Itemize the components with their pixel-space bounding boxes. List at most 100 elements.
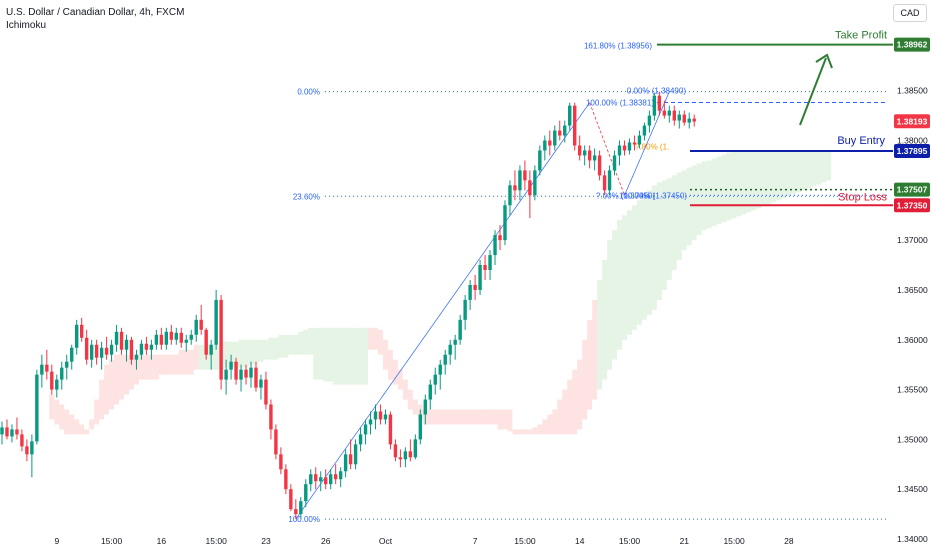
- candle-body: [473, 284, 477, 290]
- y-tick-label: 1.34500: [897, 484, 928, 494]
- current-price-tag-bg: [894, 114, 930, 129]
- cloud-segment: [487, 409, 493, 425]
- fib-label: 0.00% (1.38490): [627, 87, 686, 96]
- cloud-segment: [641, 195, 647, 320]
- cloud-segment: [582, 339, 588, 420]
- cloud-segment: [587, 319, 593, 410]
- candle-body: [607, 170, 612, 191]
- cloud-segment: [646, 190, 652, 315]
- cloud-segment: [656, 182, 662, 300]
- candle-body: [498, 235, 502, 241]
- cloud-segment: [691, 165, 697, 241]
- y-tick-label: 1.35500: [897, 385, 928, 395]
- cloud-segment: [313, 327, 319, 380]
- cloud-segment: [781, 150, 787, 199]
- x-tick-label: 16: [157, 536, 167, 546]
- cloud-segment: [233, 341, 239, 368]
- candle-body: [692, 118, 696, 122]
- candle-body: [274, 429, 278, 455]
- cloud-segment: [263, 339, 269, 360]
- candle-body: [75, 324, 79, 348]
- cloud-segment: [746, 150, 752, 213]
- cloud-segment: [497, 409, 503, 430]
- candle-body: [239, 369, 243, 380]
- candle-body: [328, 474, 333, 485]
- cloud-segment: [547, 414, 553, 435]
- cloud-segment: [343, 327, 349, 385]
- candle-body: [104, 347, 109, 355]
- candle-body: [319, 477, 323, 482]
- candle-body: [652, 95, 657, 116]
- cloud-segment: [368, 327, 373, 350]
- candle-body: [15, 429, 19, 435]
- cloud-segment: [253, 339, 259, 365]
- cloud-segment: [681, 170, 687, 251]
- target-tag-bg: [894, 182, 930, 197]
- cloud-segment: [731, 150, 737, 219]
- candle-body: [627, 142, 632, 151]
- cloud-segment: [387, 349, 393, 380]
- indicator-label[interactable]: Ichimoku: [6, 20, 47, 31]
- cloud-segment: [373, 327, 378, 350]
- y-tick-label: 1.38500: [897, 86, 928, 96]
- cloud-segment: [258, 339, 264, 362]
- cloud-segment: [786, 150, 792, 197]
- cloud-segment: [801, 150, 807, 191]
- candle-body: [324, 477, 328, 485]
- candle-body: [358, 434, 363, 445]
- cloud-segment: [308, 327, 314, 355]
- candle-body: [393, 444, 398, 458]
- cloud-segment: [432, 409, 438, 425]
- currency-button[interactable]: CAD: [893, 4, 927, 22]
- cloud-segment: [741, 150, 747, 215]
- candle-body: [304, 484, 308, 502]
- candle-body: [587, 150, 592, 161]
- cloud-segment: [771, 150, 777, 203]
- x-tick-label: 28: [784, 536, 794, 546]
- candle-body: [448, 344, 452, 355]
- fib-trend-line: [624, 91, 670, 196]
- candle-body: [30, 441, 34, 455]
- y-tick-label: 1.38000: [897, 136, 928, 146]
- candle-body: [577, 145, 582, 156]
- buy-entry-tag: 1.37895: [897, 146, 928, 156]
- y-tick-label: 1.34000: [897, 534, 928, 544]
- candle-body: [149, 344, 154, 350]
- candle-body: [612, 155, 617, 171]
- candle-body: [294, 509, 298, 515]
- candle-body: [582, 150, 587, 156]
- candle-body: [89, 344, 94, 360]
- candle-body: [264, 379, 268, 405]
- time-axis: 9 15:00 16 15:00 23 26 Oct 7 15:00 14 15:00 21 15:00…: [54, 536, 793, 546]
- cloud-segment: [711, 158, 717, 227]
- cloud-segment: [537, 424, 543, 435]
- candle-body: [139, 343, 144, 355]
- cloud-segment: [811, 150, 817, 187]
- candle-body: [642, 125, 647, 136]
- cloud-segment: [158, 354, 164, 375]
- take-profit-label: Take Profit: [835, 30, 887, 42]
- cloud-segment: [124, 354, 129, 395]
- candle-body: [174, 332, 178, 340]
- candle-body: [189, 334, 193, 340]
- candle-body: [458, 319, 462, 340]
- candle-body: [60, 367, 64, 380]
- up-arrow-head: [815, 53, 833, 69]
- cloud-segment: [567, 379, 573, 435]
- candle-body: [657, 95, 662, 111]
- candle-body: [269, 404, 273, 430]
- candle-body: [513, 185, 517, 191]
- cloud-segment: [776, 150, 782, 201]
- cloud-segment: [69, 414, 75, 435]
- x-tick-label: 9: [54, 536, 59, 546]
- y-tick-label: 1.36000: [897, 335, 928, 345]
- cloud-segment: [353, 327, 359, 385]
- cloud-segment: [213, 344, 219, 370]
- cloud-segment: [382, 339, 388, 370]
- cloud-segment: [517, 429, 523, 435]
- cloud-segment: [512, 429, 518, 435]
- cloud-segment: [522, 429, 528, 435]
- candle-body: [478, 265, 482, 290]
- cloud-segment: [143, 354, 149, 380]
